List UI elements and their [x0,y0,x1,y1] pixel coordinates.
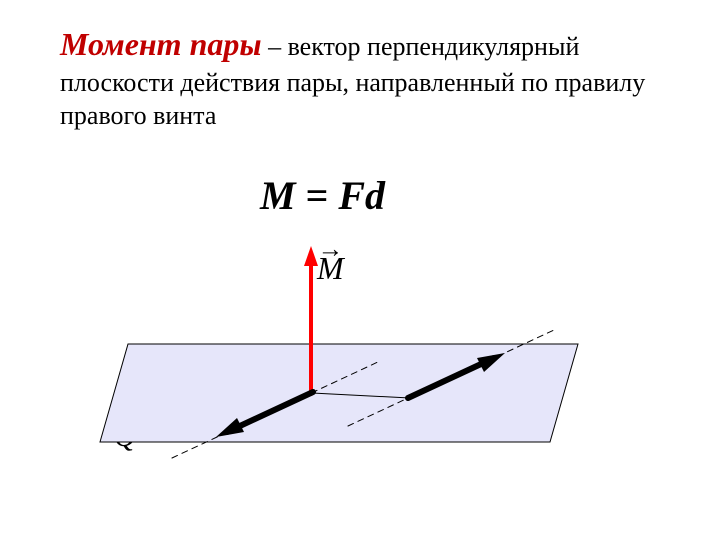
formula-m-fd: M = Fd [260,172,385,219]
title-block: Момент пары – вектор перпендикулярный пл… [60,24,660,133]
formula-eq: = [296,173,339,218]
formula-M: M [260,173,296,218]
title-main: Момент пары [60,26,262,62]
diagram [90,246,580,476]
slide: Момент пары – вектор перпендикулярный пл… [0,0,720,540]
formula-Fd: Fd [338,173,385,218]
plane [100,344,578,442]
title-dash: – [262,32,288,61]
vector-M-arrowhead-icon [304,246,318,266]
